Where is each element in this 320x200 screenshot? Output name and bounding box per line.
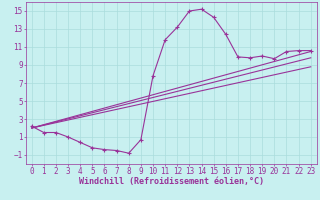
X-axis label: Windchill (Refroidissement éolien,°C): Windchill (Refroidissement éolien,°C) [79,177,264,186]
